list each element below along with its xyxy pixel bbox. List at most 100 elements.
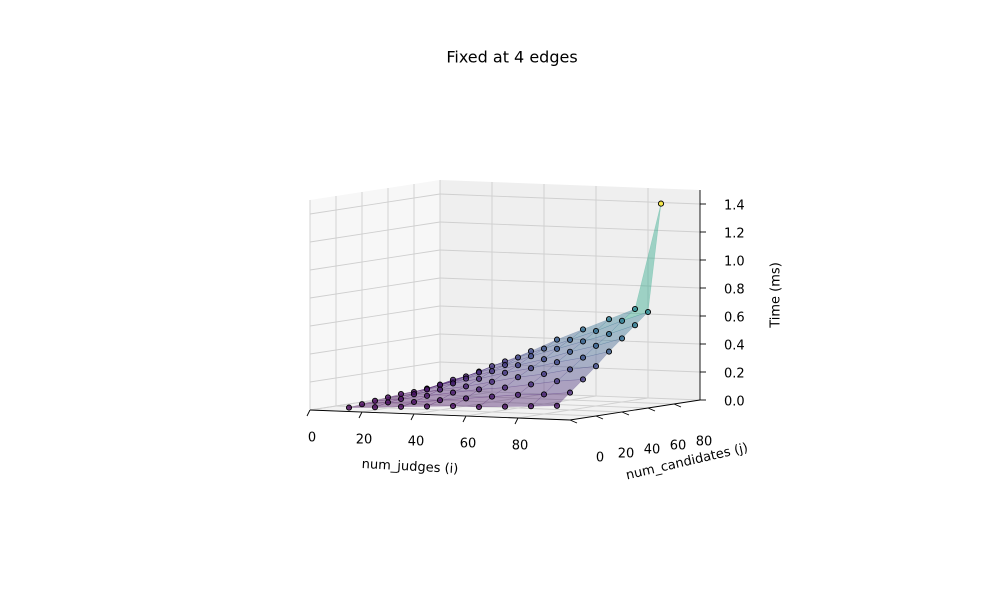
data-point xyxy=(384,394,392,401)
x-tick-label: 40 xyxy=(408,435,425,450)
data-point xyxy=(475,375,483,382)
tick-mark xyxy=(621,411,630,416)
z-tick-label: 0.2 xyxy=(724,367,745,382)
z-tick-label: 0.8 xyxy=(724,283,745,298)
tick-mark xyxy=(358,411,363,419)
data-point xyxy=(579,326,587,333)
y-tick-label: 0 xyxy=(596,451,604,466)
grid-line xyxy=(309,277,441,299)
data-point xyxy=(514,362,522,369)
grid-line xyxy=(439,249,701,261)
data-point xyxy=(657,200,665,207)
tick-mark xyxy=(647,407,656,412)
data-point xyxy=(644,308,652,316)
data-point xyxy=(384,399,392,406)
data-point xyxy=(566,366,574,373)
data-point xyxy=(488,368,496,375)
back-pane xyxy=(440,180,700,400)
tick-mark xyxy=(306,409,311,417)
grid-line xyxy=(517,397,649,419)
grid-line xyxy=(439,277,701,289)
grid-line xyxy=(361,401,623,413)
z-tick-label: 0.4 xyxy=(724,339,745,354)
data-point xyxy=(527,403,535,410)
data-point xyxy=(579,338,587,345)
data-point xyxy=(566,336,574,343)
data-point xyxy=(488,393,496,400)
x-tick-label: 80 xyxy=(512,439,529,454)
data-point xyxy=(527,381,535,388)
data-point xyxy=(358,401,366,408)
tick-mark xyxy=(462,415,467,423)
data-point xyxy=(540,356,548,363)
data-point xyxy=(488,378,496,385)
data-point xyxy=(631,305,639,313)
data-point xyxy=(605,316,613,323)
z-tick-label: 1.4 xyxy=(724,199,745,214)
grid-line xyxy=(309,305,441,327)
data-point xyxy=(345,404,353,411)
data-point xyxy=(436,397,444,404)
y-axis-line xyxy=(569,399,701,421)
data-point xyxy=(475,386,483,393)
data-point xyxy=(449,402,457,410)
data-point xyxy=(566,348,574,355)
grid-line xyxy=(387,397,649,409)
data-point xyxy=(553,336,561,343)
data-point xyxy=(527,353,535,360)
data-point xyxy=(449,389,457,396)
data-point xyxy=(579,376,587,383)
z-tick-label: 0.6 xyxy=(724,311,745,326)
data-point xyxy=(592,363,600,370)
data-point xyxy=(462,383,470,390)
z-axis-label: Time (ms) xyxy=(769,262,784,329)
tick-mark xyxy=(410,413,415,421)
grid-line xyxy=(309,193,441,215)
data-point xyxy=(423,386,431,393)
grid-line xyxy=(335,405,597,417)
z-tick-label: 0.0 xyxy=(724,395,745,410)
data-point xyxy=(592,327,600,335)
data-point xyxy=(475,403,483,411)
data-point xyxy=(527,365,535,372)
data-point xyxy=(605,348,613,355)
y-tick-label: 80 xyxy=(696,435,713,450)
grid-line xyxy=(309,361,441,383)
x-tick-label: 60 xyxy=(460,437,477,452)
left-pane xyxy=(310,180,440,410)
grid-line xyxy=(413,393,675,405)
data-point xyxy=(553,345,561,352)
data-point xyxy=(501,384,509,391)
data-point xyxy=(553,359,561,366)
data-point xyxy=(540,345,548,352)
data-point xyxy=(371,397,379,404)
data-point xyxy=(501,361,509,369)
data-point xyxy=(514,391,522,398)
chart-title: Fixed at 4 edges xyxy=(446,48,577,67)
data-point xyxy=(579,354,587,361)
data-point xyxy=(436,386,444,393)
grid-line xyxy=(439,193,701,205)
grid-line xyxy=(309,221,441,243)
data-point xyxy=(618,317,626,324)
data-point xyxy=(423,403,431,410)
data-point xyxy=(410,391,418,398)
data-point xyxy=(371,404,379,411)
grid-line xyxy=(309,249,441,271)
data-point xyxy=(605,330,613,338)
y-tick-label: 40 xyxy=(644,443,661,458)
data-point xyxy=(514,374,522,381)
tick-mark xyxy=(569,419,578,424)
z-tick-label: 1.0 xyxy=(724,255,745,270)
data-point xyxy=(397,395,405,403)
data-point xyxy=(462,395,470,402)
y-tick-label: 60 xyxy=(670,439,687,454)
grid-line xyxy=(309,333,441,355)
tick-mark xyxy=(673,403,682,408)
data-point xyxy=(514,354,522,361)
z-tick-label: 1.2 xyxy=(724,227,745,242)
x-axis-label: num_judges (i) xyxy=(361,457,458,477)
data-point xyxy=(631,322,639,329)
data-point xyxy=(475,369,483,376)
